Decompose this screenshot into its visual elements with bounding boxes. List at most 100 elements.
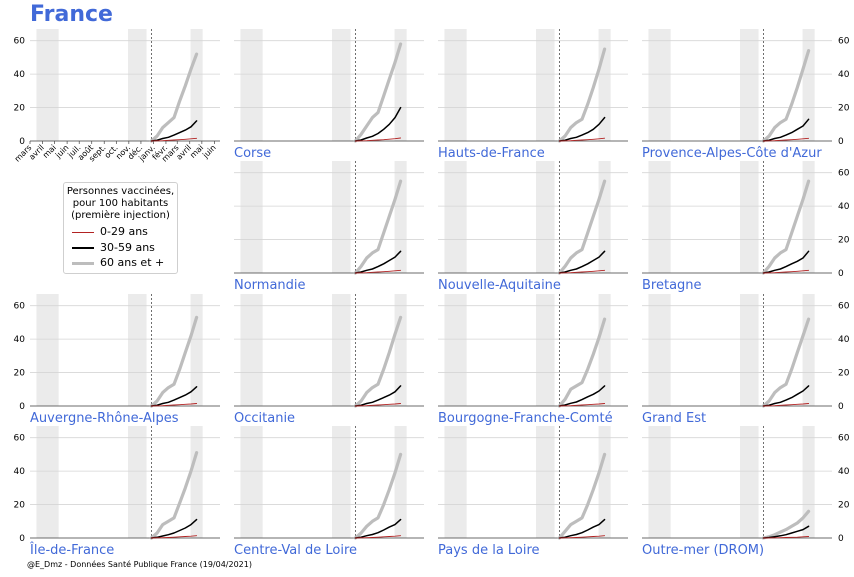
panel-0-y-tick-label: 60 — [14, 37, 26, 47]
month-tick-label: juin — [200, 143, 217, 160]
legend-label-middle: 30-59 ans — [100, 241, 155, 254]
panel-2-region-label: Hauts-de-France — [438, 146, 545, 161]
panel-6-region-label: Bretagne — [642, 278, 702, 293]
panel-10-region-label: Grand Est — [642, 411, 706, 426]
panel-6-shaded-period-0 — [648, 161, 670, 273]
panel-13-shaded-period-2 — [599, 426, 611, 538]
panel-1-shaded-period-1 — [332, 29, 351, 141]
panel-8-line-middle — [355, 386, 400, 406]
legend-entry-middle: 30-59 ans — [72, 241, 155, 255]
panel-9-shaded-period-1 — [536, 294, 555, 406]
panel-4-shaded-period-0 — [240, 161, 262, 273]
panel-0-y-tick-label: 40 — [14, 70, 26, 80]
panel-13-shaded-period-1 — [536, 426, 555, 538]
panel-7-region-label: Auvergne-Rhône-Alpes — [30, 411, 179, 426]
panel-12-shaded-period-2 — [395, 426, 407, 538]
panel-14-shaded-period-1 — [740, 426, 759, 538]
panel-11-region-label: Île-de-France — [29, 542, 114, 558]
panel-5-shaded-period-1 — [536, 161, 555, 273]
panel-5-shaded-period-0 — [444, 161, 466, 273]
panel-1-region-label: Corse — [234, 146, 271, 161]
panel-10-shaded-period-0 — [648, 294, 670, 406]
legend: Personnes vaccinées, pour 100 habitants … — [63, 182, 178, 274]
legend-entry-old: 60 ans et + — [72, 256, 164, 270]
panel-14-shaded-period-0 — [648, 426, 670, 538]
legend-label-old: 60 ans et + — [100, 256, 164, 269]
panel-8-region-label: Occitanie — [234, 411, 295, 426]
panel-5-line-old — [559, 181, 604, 273]
panel-7-shaded-period-2 — [191, 294, 203, 406]
panel-2-shaded-period-2 — [599, 29, 611, 141]
legend-title: Personnes vaccinées, pour 100 habitants … — [64, 186, 177, 222]
panel-3-y-tick-label: 60 — [838, 37, 850, 47]
panel-7-shaded-period-0 — [36, 294, 58, 406]
panel-6-y-tick-label: 20 — [838, 236, 850, 246]
panel-13-region-label: Pays de la Loire — [438, 543, 540, 558]
panel-10-y-tick-label: 40 — [838, 335, 850, 345]
panel-3-shaded-period-1 — [740, 29, 759, 141]
panel-14-region-label: Outre-mer (DROM) — [642, 543, 764, 558]
panel-14-shaded-period-2 — [803, 426, 815, 538]
legend-swatch-old — [72, 262, 94, 265]
panel-6-y-tick-label: 60 — [838, 169, 850, 179]
panel-3-region-label: Provence-Alpes-Côte d'Azur — [642, 146, 822, 161]
panel-2-shaded-period-1 — [536, 29, 555, 141]
panel-12-shaded-period-0 — [240, 426, 262, 538]
panel-2-shaded-period-0 — [444, 29, 466, 141]
panel-3-y-tick-label: 0 — [838, 137, 844, 147]
panel-9-line-old — [559, 319, 604, 406]
footer-credit: @E_Dmz - Données Santé Publique France (… — [27, 560, 252, 569]
panel-11-y-tick-label: 20 — [14, 501, 26, 511]
panel-10-shaded-period-1 — [740, 294, 759, 406]
panel-2-line-old — [559, 49, 604, 141]
panel-12-shaded-period-1 — [332, 426, 351, 538]
legend-swatch-middle — [72, 247, 94, 249]
panel-14-y-tick-label: 40 — [838, 467, 850, 477]
panel-6-y-tick-label: 0 — [838, 269, 844, 279]
panel-5-region-label: Nouvelle-Aquitaine — [438, 278, 561, 293]
panel-11-shaded-period-0 — [36, 426, 58, 538]
panel-7-line-middle — [151, 387, 196, 406]
panel-3-y-tick-label: 20 — [838, 104, 850, 114]
panel-0-shaded-period-1 — [128, 29, 147, 141]
panel-11-shaded-period-2 — [191, 426, 203, 538]
panel-10-line-middle — [763, 386, 808, 406]
panel-4-shaded-period-1 — [332, 161, 351, 273]
panel-9-shaded-period-0 — [444, 294, 466, 406]
panel-0-shaded-period-0 — [36, 29, 58, 141]
panel-10-y-tick-label: 0 — [838, 402, 844, 412]
panel-13-shaded-period-0 — [444, 426, 466, 538]
panel-0-y-tick-label: 20 — [14, 104, 26, 114]
panel-12-line-middle — [355, 520, 400, 538]
panel-7-shaded-period-1 — [128, 294, 147, 406]
panel-0-line-middle — [151, 121, 196, 141]
panel-3-line-middle — [763, 119, 808, 141]
figure-title: France — [30, 2, 113, 27]
panel-7-y-tick-label: 40 — [14, 335, 26, 345]
panel-10-line-old — [763, 319, 808, 406]
panel-10-y-tick-label: 20 — [838, 369, 850, 379]
legend-entry-young: 0-29 ans — [72, 225, 148, 239]
panel-10-y-tick-label: 60 — [838, 302, 850, 312]
panel-4-line-old — [355, 181, 400, 273]
panel-8-shaded-period-2 — [395, 294, 407, 406]
panel-1-shaded-period-0 — [240, 29, 262, 141]
panel-14-y-tick-label: 0 — [838, 534, 844, 544]
panel-11-y-tick-label: 60 — [14, 434, 26, 444]
panel-3-y-tick-label: 40 — [838, 70, 850, 80]
panel-11-y-tick-label: 40 — [14, 467, 26, 477]
panel-7-y-tick-label: 20 — [14, 369, 26, 379]
panel-6-y-tick-label: 40 — [838, 202, 850, 212]
panel-9-region-label: Bourgogne-Franche-Comté — [438, 411, 613, 426]
panel-11-y-tick-label: 0 — [19, 534, 25, 544]
panel-3-shaded-period-0 — [648, 29, 670, 141]
legend-swatch-young — [72, 232, 94, 233]
panel-7-y-tick-label: 60 — [14, 302, 26, 312]
panel-11-shaded-period-1 — [128, 426, 147, 538]
panel-8-shaded-period-0 — [240, 294, 262, 406]
panel-1-line-old — [355, 44, 400, 141]
legend-label-young: 0-29 ans — [100, 225, 148, 238]
panel-8-shaded-period-1 — [332, 294, 351, 406]
panel-14-y-tick-label: 60 — [838, 434, 850, 444]
